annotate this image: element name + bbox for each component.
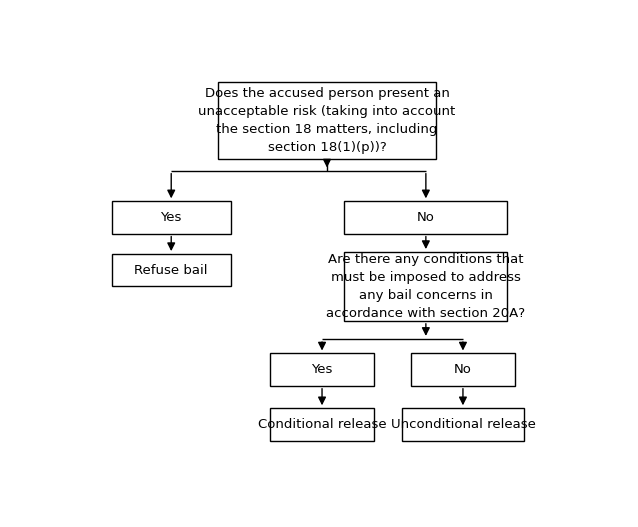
Text: No: No <box>454 363 472 376</box>
Text: Refuse bail: Refuse bail <box>135 264 208 277</box>
Text: Yes: Yes <box>161 211 182 224</box>
Text: Unconditional release: Unconditional release <box>390 418 535 431</box>
Text: Does the accused person present an
unacceptable risk (taking into account
the se: Does the accused person present an unacc… <box>198 86 456 153</box>
Bar <box>270 354 374 386</box>
Bar <box>218 82 436 159</box>
Bar <box>112 201 230 233</box>
Bar <box>411 354 515 386</box>
Text: Are there any conditions that
must be imposed to address
any bail concerns in
ac: Are there any conditions that must be im… <box>326 253 526 320</box>
Bar <box>112 254 230 287</box>
Bar <box>345 201 507 233</box>
Text: No: No <box>417 211 435 224</box>
Bar <box>345 252 507 321</box>
Bar <box>403 408 524 441</box>
Bar <box>270 408 374 441</box>
Text: Conditional release: Conditional release <box>258 418 387 431</box>
Text: Yes: Yes <box>311 363 333 376</box>
